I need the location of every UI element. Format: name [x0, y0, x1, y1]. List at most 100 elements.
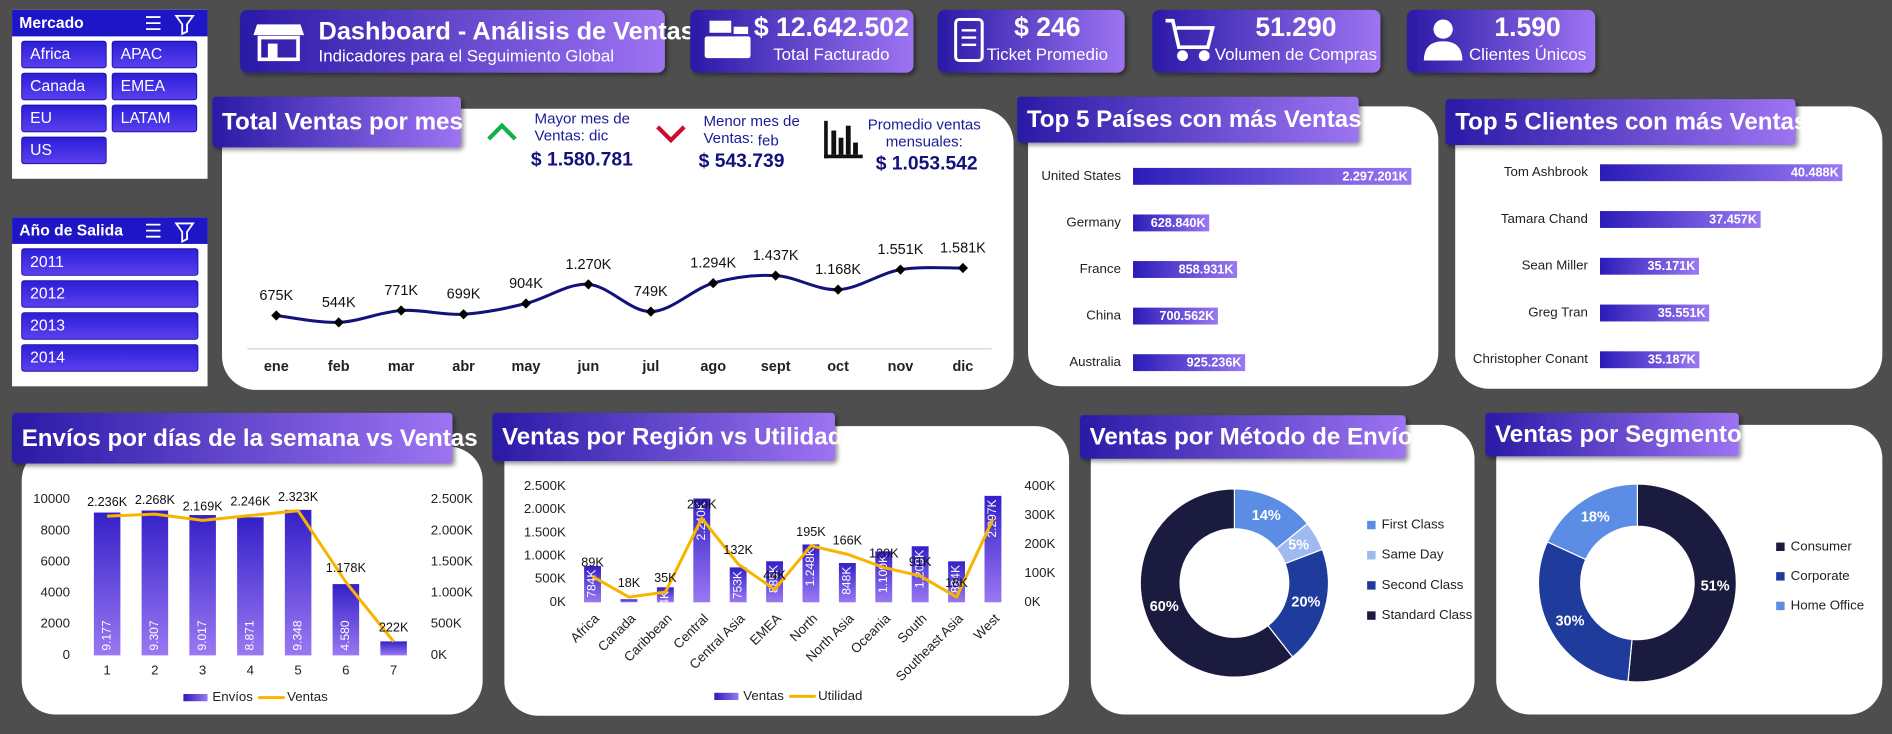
clear-filter-icon[interactable] [174, 222, 195, 243]
slicer-button[interactable] [21, 104, 107, 133]
slicer-title: Año de Salida [19, 222, 123, 239]
bar [1133, 167, 1412, 185]
slicer-item[interactable]: 2013 [30, 318, 65, 335]
annotation: feb [758, 132, 779, 149]
line-marker [396, 305, 407, 316]
chart-panel [1028, 106, 1439, 387]
data-label: 925.236K [1187, 356, 1243, 370]
bar [838, 563, 856, 603]
x-tick-label: feb [328, 359, 350, 375]
bar [1133, 214, 1210, 232]
slicer-button[interactable] [111, 72, 198, 101]
y2-tick-label: 200K [1024, 536, 1055, 551]
legend-label: Ventas [287, 689, 328, 704]
slicer-item[interactable]: EU [30, 110, 52, 127]
store-icon [253, 24, 305, 62]
slicer-item[interactable]: EMEA [121, 78, 166, 95]
data-label: 4.580 [338, 620, 352, 650]
y-tick-label: 1.500K [524, 524, 566, 539]
chart-title-box [1485, 412, 1739, 457]
clear-filter-icon[interactable] [174, 14, 195, 36]
slicer-item[interactable]: Africa [30, 46, 70, 63]
data-label: 1.581K [940, 241, 986, 257]
bar [984, 495, 1002, 603]
data-label: 9.017 [195, 620, 209, 650]
y-tick-label: Australia [1069, 354, 1121, 369]
data-label: 2.297.201K [1342, 169, 1408, 183]
x-tick-label: ago [700, 359, 726, 375]
y-tick-label: 2000 [40, 616, 70, 631]
slicer-button[interactable] [21, 40, 107, 69]
slicer-button[interactable] [21, 344, 199, 372]
x-tick-label: oct [827, 359, 849, 375]
slicer-button[interactable] [21, 312, 199, 340]
data-label: 44K [763, 569, 786, 583]
legend-label: Corporate [1791, 568, 1850, 583]
chart-title-box [1445, 99, 1796, 145]
x-tick-label: nov [888, 359, 914, 375]
x-tick-label: 6 [342, 663, 349, 678]
chart-title: Top 5 Países con más Ventas [1027, 106, 1362, 133]
y2-tick-label: 500K [431, 616, 462, 631]
legend-swatch [1367, 611, 1376, 620]
slicer-button[interactable] [111, 40, 198, 69]
line-marker [583, 279, 594, 290]
data-label: 35K [654, 571, 677, 585]
multiselect-icon[interactable] [146, 223, 161, 238]
line-marker [895, 264, 906, 275]
legend-swatch [183, 693, 208, 702]
y-tick-label: 4000 [40, 585, 70, 600]
data-label: 35.551K [1658, 306, 1707, 320]
data-label: 18% [1581, 509, 1610, 525]
data-label: 35.187K [1648, 353, 1697, 367]
data-label: 9.348 [290, 620, 304, 650]
bar [1599, 304, 1710, 322]
slicer-item[interactable]: 2011 [30, 254, 64, 271]
data-label: 848K [840, 567, 854, 595]
y-tick-label: China [1086, 308, 1121, 323]
slicer-button[interactable] [21, 280, 199, 308]
slicer-button[interactable] [111, 104, 198, 133]
slicer-item[interactable]: APAC [121, 46, 163, 63]
bar [656, 587, 674, 603]
data-label: 700.562K [1159, 309, 1215, 323]
multiselect-icon[interactable] [146, 16, 161, 31]
donut-slice [1537, 541, 1633, 683]
data-label: 2.236K [87, 495, 128, 509]
x-tick-label: 5 [294, 663, 301, 678]
legend-label: First Class [1382, 517, 1445, 532]
bar [1599, 164, 1843, 182]
x-tick-label: ene [264, 359, 289, 375]
slicer-item[interactable]: 2012 [30, 286, 65, 303]
data-label: 1.270K [565, 257, 611, 273]
slicer-item[interactable]: Canada [30, 78, 85, 95]
slicer-item[interactable]: LATAM [121, 110, 171, 127]
slicer-item[interactable]: US [30, 142, 52, 159]
data-label: 60% [1150, 599, 1179, 615]
y2-tick-label: 1.000K [431, 585, 473, 600]
kpi-label: Clientes Únicos [1469, 45, 1586, 64]
register-icon [704, 20, 751, 59]
chart-title: Envíos por días de la semana vs Ventas [22, 425, 478, 452]
slicer-button[interactable] [21, 136, 107, 165]
chart-title-box [492, 412, 835, 462]
data-label: 784K [585, 570, 599, 598]
slicer-button[interactable] [21, 248, 199, 276]
data-label: 35.171K [1648, 259, 1697, 273]
kpi-value: 1.590 [1494, 12, 1560, 42]
cart-icon [1165, 18, 1215, 62]
bar [875, 551, 893, 603]
slicer-button[interactable] [21, 72, 107, 101]
data-label: 40.488K [1791, 166, 1840, 180]
data-label: 51% [1701, 579, 1730, 595]
annotation: Mayor mes de [535, 111, 631, 128]
x-tick-label: abr [452, 359, 475, 375]
chart-panel [504, 426, 1070, 716]
slicer-item[interactable]: 2014 [30, 350, 65, 367]
kpi-card [937, 9, 1125, 73]
chart-title: Ventas por Región vs Utilidad [502, 424, 843, 451]
data-label: 30% [1556, 614, 1585, 630]
data-label: 2.169K [183, 499, 224, 513]
bar [802, 544, 820, 603]
